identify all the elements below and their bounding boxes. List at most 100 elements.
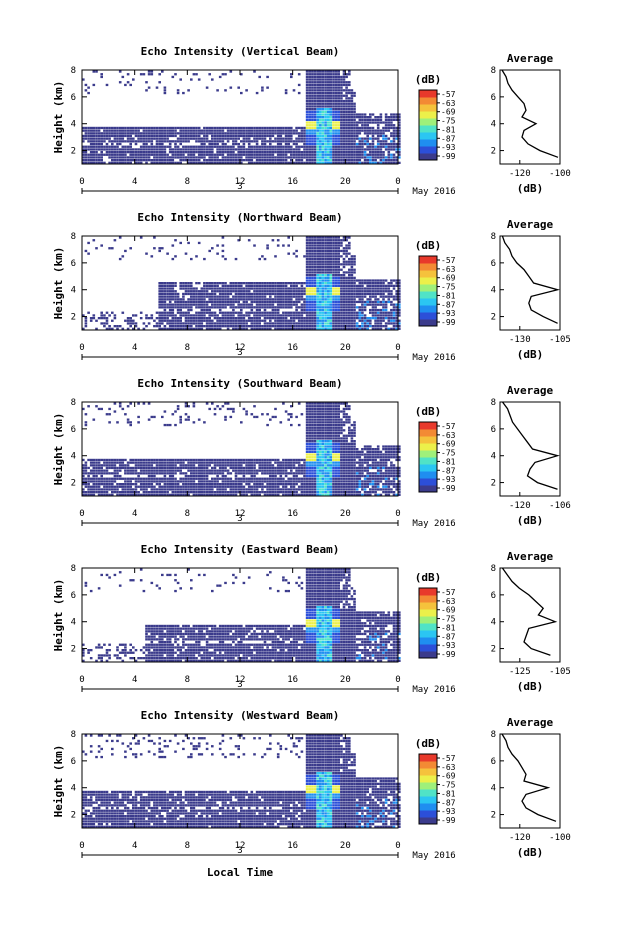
x-tick-label: 0 <box>395 177 400 187</box>
colorbar-band <box>419 623 437 631</box>
date-label: May 2016 <box>412 353 455 363</box>
panel-1: Echo Intensity (Vertical Beam) 0 4 8 12 16 20 0… <box>52 45 571 197</box>
colorbar-tick-label: -99 <box>441 484 456 493</box>
colorbar-tick-label: -93 <box>441 309 456 318</box>
y-tick-label: 4 <box>71 452 76 462</box>
colorbar-band <box>419 754 437 762</box>
x-tick-label: 20 <box>340 675 351 685</box>
date-label: May 2016 <box>412 685 455 695</box>
profile-frame <box>499 69 561 165</box>
x-tick-label: 0 <box>79 177 84 187</box>
colorbar-band <box>419 104 437 112</box>
y-tick-label: 4 <box>71 784 76 794</box>
x-tick-label: 0 <box>79 509 84 519</box>
x-tick-label: 0 <box>395 343 400 353</box>
colorbar-band <box>419 443 437 451</box>
profile-y-tick-label: 4 <box>491 452 496 462</box>
profile-x-tick-label: -120 <box>509 169 531 179</box>
x-tick-label: 16 <box>287 675 298 685</box>
colorbar-tick-label: -57 <box>441 422 456 431</box>
y-axis-label: Height (km) <box>52 745 65 818</box>
colorbar-unit: (dB) <box>415 737 442 750</box>
colorbar-tick-label: -69 <box>441 606 456 615</box>
date-label: May 2016 <box>412 187 455 197</box>
profile-x-tick-label: -125 <box>509 667 531 677</box>
colorbar-band <box>419 291 437 299</box>
colorbar-tick-label: -57 <box>441 256 456 265</box>
heatmap <box>82 70 401 164</box>
profile-frame <box>499 733 561 829</box>
panel-title: Echo Intensity (Northward Beam) <box>137 211 342 224</box>
colorbar-band <box>419 132 437 140</box>
colorbar-unit: (dB) <box>415 405 442 418</box>
colorbar-band <box>419 471 437 479</box>
colorbar-band <box>419 319 437 327</box>
colorbar-tick-label: -57 <box>441 754 456 763</box>
colorbar-band <box>419 782 437 790</box>
colorbar-tick-label: -99 <box>441 152 456 161</box>
profile-title: Average <box>507 550 554 563</box>
colorbar-tick-label: -93 <box>441 807 456 816</box>
colorbar-band <box>419 263 437 271</box>
x-tick-label: 20 <box>340 509 351 519</box>
x-tick-label: 20 <box>340 841 351 851</box>
colorbar-band <box>419 284 437 292</box>
colorbar-band <box>419 256 437 264</box>
y-axis-label: Height (km) <box>52 413 65 486</box>
profile-x-label: (dB) <box>517 182 544 195</box>
profile-y-tick-label: 6 <box>491 93 496 103</box>
x-tick-label: 4 <box>132 841 137 851</box>
x-tick-label: 12 <box>235 675 246 685</box>
profile-y-tick-label: 6 <box>491 757 496 767</box>
colorbar-tick-label: -75 <box>441 449 456 458</box>
profile-x-tick-label: -100 <box>549 169 571 179</box>
profile-x-label: (dB) <box>517 514 544 527</box>
x-tick-label: 0 <box>79 675 84 685</box>
colorbar-tick-label: -75 <box>441 615 456 624</box>
y-tick-label: 8 <box>71 66 76 76</box>
colorbar-band <box>419 139 437 147</box>
y-tick-label: 4 <box>71 120 76 130</box>
colorbar-band <box>419 111 437 119</box>
heatmap <box>82 568 401 662</box>
profile-frame <box>499 401 561 497</box>
x-tick-label: 12 <box>235 177 246 187</box>
colorbar-band <box>419 630 437 638</box>
colorbar-band <box>419 125 437 133</box>
x-tick-label: 8 <box>185 509 190 519</box>
panel-4: Echo Intensity (Eastward Beam) 0 4 8 12 16 20 0… <box>52 543 571 695</box>
colorbar-tick-label: -81 <box>441 789 456 798</box>
profile-line <box>501 733 557 822</box>
colorbar-frame <box>418 89 438 161</box>
x-tick-label: 16 <box>287 343 298 353</box>
colorbar-band <box>419 464 437 472</box>
colorbar-band <box>419 422 437 430</box>
x-tick-label: 12 <box>235 841 246 851</box>
x-tick-label: 0 <box>79 841 84 851</box>
colorbar-band <box>419 644 437 652</box>
x-tick-label: 8 <box>185 841 190 851</box>
profile-y-tick-label: 2 <box>491 645 496 655</box>
day-label: 3 <box>237 514 242 524</box>
colorbar-tick-label: -87 <box>441 798 456 807</box>
colorbar-band <box>419 588 437 596</box>
colorbar-band <box>419 305 437 313</box>
date-label: May 2016 <box>412 851 455 861</box>
x-tick-label: 16 <box>287 841 298 851</box>
profile-y-tick-label: 4 <box>491 784 496 794</box>
y-tick-label: 8 <box>71 398 76 408</box>
profile-x-tick-label: -130 <box>509 335 531 345</box>
colorbar-tick-label: -69 <box>441 274 456 283</box>
heatmap <box>82 734 401 828</box>
date-label: May 2016 <box>412 519 455 529</box>
y-tick-label: 6 <box>71 425 76 435</box>
colorbar-band <box>419 637 437 645</box>
colorbar-tick-label: -93 <box>441 475 456 484</box>
y-tick-label: 8 <box>71 564 76 574</box>
colorbar-band <box>419 789 437 797</box>
profile-x-label: (dB) <box>517 680 544 693</box>
profile-x-label: (dB) <box>517 348 544 361</box>
colorbar-band <box>419 810 437 818</box>
colorbar-band <box>419 803 437 811</box>
